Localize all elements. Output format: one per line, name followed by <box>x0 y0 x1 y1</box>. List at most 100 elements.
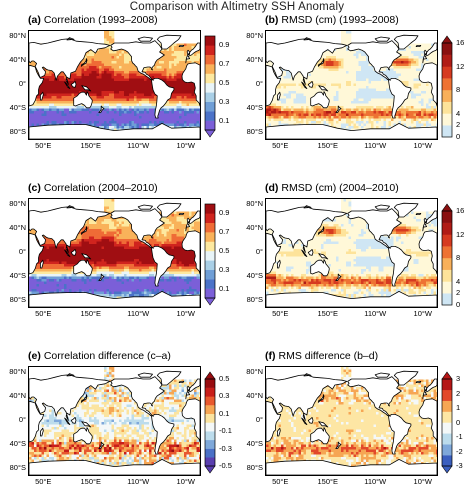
colorbar-segment <box>205 422 215 432</box>
colorbar-tick-label: 16 <box>456 206 465 215</box>
lon-label: 150°E <box>80 141 101 150</box>
colorbar-tick-label: -2 <box>456 446 463 456</box>
colorbar-tick-label: 0.9 <box>219 208 230 218</box>
colorbar-segment <box>442 269 452 282</box>
map-panel-c: (c) Correlation (2004–2010) 80°N 40°N 0° 40°S… <box>0 168 237 334</box>
colorbar-segment <box>205 251 215 261</box>
lat-label: 40°S <box>246 103 263 112</box>
colorbar-segment <box>442 66 452 79</box>
lat-label: 80°N <box>246 367 263 376</box>
colorbar-segment <box>442 43 452 55</box>
lat-label: 80°N <box>9 31 26 40</box>
colorbar-segment <box>442 234 452 247</box>
lat-label: 80°S <box>246 463 263 472</box>
lat-label: 40°S <box>9 439 26 448</box>
colorbar-segment <box>205 73 215 84</box>
lat-label: 0° <box>255 79 263 88</box>
colorbar-frame <box>204 378 216 467</box>
land-mask <box>29 202 200 307</box>
lon-label: 10°W <box>413 477 432 486</box>
lat-label: 40°N <box>246 391 263 400</box>
land-mask <box>266 202 437 307</box>
lon-label: 110°W <box>364 141 387 150</box>
colorbar <box>204 203 216 306</box>
colorbar-tick-label: 0.7 <box>219 227 230 237</box>
colorbar-segment <box>205 431 215 441</box>
field-plot <box>266 199 437 307</box>
colorbar-segment <box>205 448 215 458</box>
lon-label: 110°W <box>364 477 387 486</box>
lon-label: 50°E <box>272 309 289 318</box>
land-mask <box>29 34 200 139</box>
lon-label: 150°E <box>80 309 101 318</box>
lon-label: 50°E <box>35 477 52 486</box>
field-plot <box>29 199 200 307</box>
panel-title: (b) RMSD (cm) (1993–2008) <box>265 14 399 26</box>
colorbar-segment <box>205 232 215 242</box>
map-panel-b: (b) RMSD (cm) (1993–2008) 80°N 40°N 0° 40°S 80… <box>237 0 474 166</box>
colorbar-tick-label: 2 <box>456 120 461 130</box>
colorbar-segment <box>442 422 452 434</box>
colorbar-segment <box>442 455 452 467</box>
lon-label: 50°E <box>272 141 289 150</box>
colorbar <box>441 371 453 474</box>
panel-letter: (f) <box>265 350 276 362</box>
lon-label: 110°W <box>127 309 150 318</box>
colorbar-segment <box>205 204 215 214</box>
colorbar-tick-label: -3 <box>456 461 463 470</box>
lon-label: 50°E <box>35 309 52 318</box>
colorbar-segment <box>205 45 215 55</box>
colorbar-tick-label: 0 <box>456 132 461 141</box>
lon-label: 110°W <box>127 141 150 150</box>
panel-title-text: Correlation (1993–2008) <box>43 14 158 26</box>
colorbar-segment <box>205 279 215 289</box>
lon-label: 10°W <box>176 141 195 150</box>
colorbar-tick-label: 0.3 <box>219 96 230 106</box>
colorbar-segment <box>442 433 452 445</box>
world-map <box>28 198 201 308</box>
colorbar-segment <box>442 411 452 423</box>
world-map <box>28 366 201 476</box>
lon-label: 150°E <box>80 477 101 486</box>
colorbar-tick-label: 8 <box>456 85 461 94</box>
colorbar-tick-label: 0.5 <box>219 78 230 87</box>
colorbar-segment <box>442 222 452 235</box>
lat-label: 80°N <box>246 199 263 208</box>
colorbar-segment <box>205 92 215 102</box>
colorbar-tick-label: -0.5 <box>219 461 232 470</box>
colorbar-segment <box>205 111 215 121</box>
colorbar-frame <box>204 203 216 299</box>
colorbar-segment <box>205 213 215 223</box>
lon-label: 110°W <box>364 309 387 318</box>
colorbar-segment <box>442 400 452 412</box>
colorbar-tick-label: -0.3 <box>219 443 232 453</box>
colorbar-tick-label: 4 <box>456 276 461 286</box>
lat-label: 40°S <box>9 271 26 280</box>
colorbar-segment <box>442 293 452 306</box>
colorbar-segment <box>205 260 215 270</box>
lat-label: 40°S <box>246 271 263 280</box>
colorbar <box>441 35 453 138</box>
panel-title-text: RMS difference (b–d) <box>278 350 379 362</box>
colorbar-segment <box>205 387 215 397</box>
panel-title: (a) Correlation (1993–2008) <box>28 14 158 26</box>
colorbar <box>204 35 216 138</box>
colorbar-segment <box>442 389 452 401</box>
colorbar-tick-label: 0 <box>456 300 461 309</box>
world-map <box>265 198 438 308</box>
lon-label: 150°E <box>317 141 338 150</box>
colorbar-tick-label: 0.5 <box>219 246 230 255</box>
lat-label: 40°S <box>246 439 263 448</box>
colorbar-segment <box>442 78 452 91</box>
colorbar-extend-max <box>441 203 453 212</box>
colorbar-segment <box>205 288 215 299</box>
colorbar-segment <box>442 125 452 138</box>
lat-label: 0° <box>18 415 26 424</box>
colorbar-extend-min <box>204 465 216 474</box>
lat-label: 80°S <box>9 463 26 472</box>
colorbar-segment <box>442 246 452 259</box>
lat-label: 0° <box>18 247 26 256</box>
panel-title-text: Correlation difference (c–a) <box>43 350 171 362</box>
lat-label: 40°N <box>246 55 263 64</box>
colorbar-segment <box>205 36 215 46</box>
